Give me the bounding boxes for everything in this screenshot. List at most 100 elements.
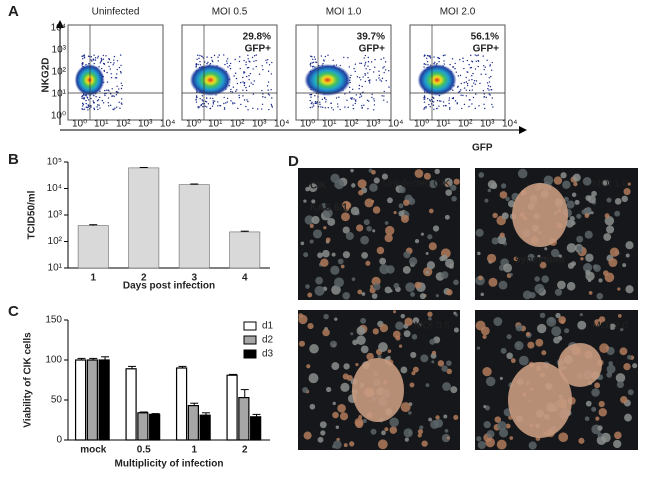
event-dot xyxy=(312,105,315,107)
cell xyxy=(405,282,415,293)
event-dot xyxy=(232,102,234,104)
event-dot xyxy=(118,88,120,90)
flow-tick: 10² xyxy=(230,119,245,130)
cell xyxy=(597,432,603,438)
event-dot xyxy=(324,97,326,100)
cell xyxy=(555,312,561,319)
event-dot xyxy=(116,85,118,87)
flow-tick: 10⁰ xyxy=(72,119,87,130)
cell xyxy=(620,327,624,332)
event-dot xyxy=(120,87,123,90)
event-dot xyxy=(202,100,204,102)
event-dot xyxy=(246,99,248,101)
event-dot xyxy=(339,108,341,111)
cell xyxy=(314,285,325,296)
cell xyxy=(402,265,411,274)
event-dot xyxy=(87,106,89,108)
event-dot xyxy=(486,59,488,61)
event-dot xyxy=(426,60,429,63)
event-dot xyxy=(258,73,261,75)
cell xyxy=(356,224,364,232)
cell xyxy=(517,168,528,179)
event-dot xyxy=(372,109,375,111)
event-dot xyxy=(271,61,273,64)
cell xyxy=(332,444,336,449)
event-dot xyxy=(255,54,257,56)
event-dot xyxy=(491,61,494,64)
cell xyxy=(379,323,389,333)
event-dot xyxy=(336,103,339,105)
cell xyxy=(357,289,363,295)
event-dot xyxy=(116,68,118,71)
event-dot xyxy=(243,84,246,87)
cell xyxy=(444,181,450,187)
event-dot xyxy=(437,57,440,59)
cell xyxy=(325,237,331,243)
event-dot xyxy=(385,80,387,82)
cell xyxy=(395,335,401,341)
cell xyxy=(483,405,487,409)
event-dot xyxy=(247,54,249,57)
event-dot xyxy=(373,100,376,102)
event-dot xyxy=(119,70,122,73)
event-dot xyxy=(427,98,429,100)
event-dot xyxy=(378,74,381,77)
cell xyxy=(444,429,449,433)
event-dot xyxy=(96,57,99,59)
cell xyxy=(506,334,512,340)
cell xyxy=(485,376,496,387)
event-dot xyxy=(320,55,323,57)
cell xyxy=(482,334,487,339)
event-dot xyxy=(96,106,98,108)
cell xyxy=(404,317,413,326)
event-dot xyxy=(270,105,273,107)
event-dot xyxy=(360,95,363,97)
event-dot xyxy=(388,86,390,88)
event-dot xyxy=(120,64,122,67)
event-dot xyxy=(197,63,199,66)
cell xyxy=(398,186,406,194)
event-dot xyxy=(489,94,491,96)
cell xyxy=(403,251,411,259)
event-dot xyxy=(195,63,197,65)
event-dot xyxy=(344,106,346,108)
cell xyxy=(355,363,359,367)
event-dot xyxy=(373,104,376,106)
cell xyxy=(379,257,387,265)
cell xyxy=(591,190,597,197)
gate-percent: 39.7% xyxy=(357,32,385,43)
cell xyxy=(298,340,306,347)
cell xyxy=(551,326,562,337)
event-dot xyxy=(198,106,201,108)
event-dot xyxy=(197,105,199,108)
event-dot xyxy=(248,75,250,77)
event-dot xyxy=(82,103,85,106)
cell xyxy=(625,285,634,294)
event-dot xyxy=(465,76,467,79)
event-dot xyxy=(465,81,468,83)
cell xyxy=(509,272,513,277)
event-dot xyxy=(206,106,208,108)
cell xyxy=(317,252,323,259)
event-dot xyxy=(432,101,435,103)
flow-tick: 10³ xyxy=(366,119,381,130)
cell xyxy=(632,363,638,369)
event-dot xyxy=(348,66,351,68)
cell xyxy=(371,199,375,203)
event-dot xyxy=(424,98,426,100)
cell xyxy=(309,403,316,410)
cell xyxy=(581,209,587,215)
bar xyxy=(137,412,149,441)
event-dot xyxy=(310,55,312,57)
cell xyxy=(384,286,392,294)
event-dot xyxy=(253,80,255,82)
event-dot xyxy=(96,99,99,102)
event-dot xyxy=(212,103,215,105)
event-dot xyxy=(93,54,95,56)
event-dot xyxy=(384,61,387,63)
event-dot xyxy=(252,83,254,86)
event-dot xyxy=(83,98,86,100)
cell xyxy=(308,183,318,193)
event-dot xyxy=(490,89,492,91)
bar xyxy=(178,184,210,269)
